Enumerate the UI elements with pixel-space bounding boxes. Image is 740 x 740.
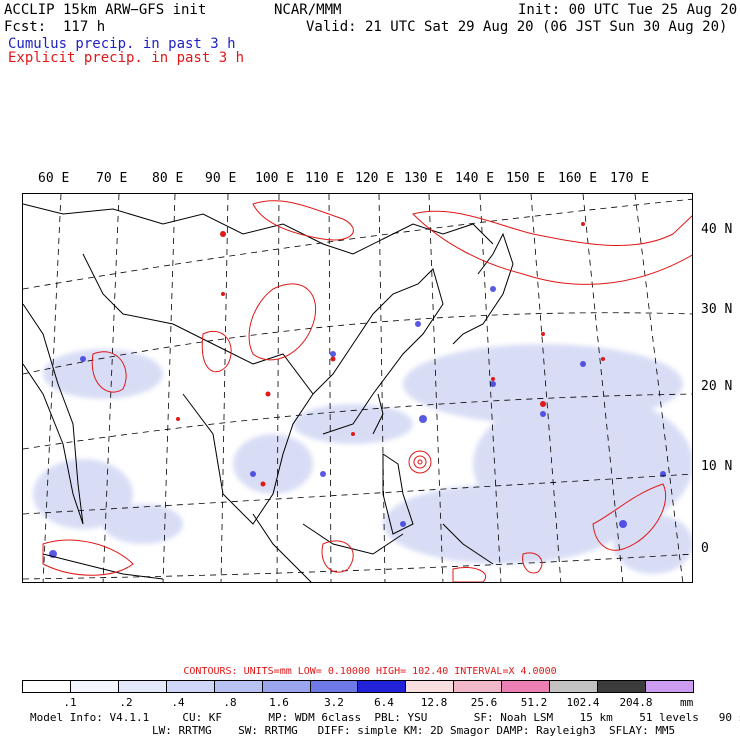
colorbar-tick: .4	[171, 696, 185, 709]
colorbar-swatch	[166, 681, 215, 692]
colorbar-swatch	[358, 681, 407, 692]
lon-label-110e: 110 E	[305, 171, 345, 186]
lat-label-10n: 10 N	[701, 459, 733, 474]
colorbar-swatch	[262, 681, 311, 692]
colorbar-swatch	[70, 681, 119, 692]
precipitation-map	[22, 193, 693, 583]
map-canvas	[23, 194, 692, 582]
colorbar-swatch	[310, 681, 359, 692]
lon-label-70e: 70 E	[96, 171, 128, 186]
lat-label-40n: 40 N	[701, 222, 733, 237]
contours-info: CONTOURS: UNITS=mm LOW= 0.10000 HIGH= 10…	[183, 666, 557, 677]
colorbar-tick: .8	[223, 696, 237, 709]
colorbar-swatch	[214, 681, 263, 692]
colorbar-tick: 3.2	[324, 696, 344, 709]
organization-label: NCAR/MMM	[274, 2, 342, 18]
precip-colorbar	[22, 680, 694, 693]
lon-label-100e: 100 E	[255, 171, 295, 186]
lon-label-90e: 90 E	[205, 171, 237, 186]
colorbar-tick: 51.2	[520, 696, 548, 709]
lat-label-20n: 20 N	[701, 379, 733, 394]
colorbar-swatch	[454, 681, 503, 692]
model-info-line1: Model Info: V4.1.1 CU: KF MP: WDM 6class…	[30, 711, 740, 724]
colorbar-tick: .2	[119, 696, 133, 709]
lat-label-0: 0	[701, 541, 709, 556]
explicit-legend: Explicit precip. in past 3 h	[8, 50, 245, 66]
colorbar-tick: 25.6	[470, 696, 498, 709]
explicit-precip-contours	[42, 200, 692, 582]
cumulus-light-precip	[33, 344, 692, 574]
lon-label-130e: 130 E	[404, 171, 444, 186]
lon-label-140e: 140 E	[455, 171, 495, 186]
coastlines	[23, 203, 514, 582]
colorbar-swatch	[598, 681, 646, 692]
valid-time: Valid: 21 UTC Sat 29 Aug 20 (06 JST Sun …	[306, 19, 728, 35]
lon-label-80e: 80 E	[152, 171, 184, 186]
init-time: Init: 00 UTC Tue 25 Aug 20	[518, 2, 738, 18]
lat-label-30n: 30 N	[701, 302, 733, 317]
cumulus-legend: Cumulus precip. in past 3 h	[8, 36, 236, 52]
model-title: ACCLIP 15km ARW−GFS init	[4, 2, 207, 18]
lon-label-60e: 60 E	[38, 171, 70, 186]
colorbar-tick: 1.6	[269, 696, 289, 709]
graticule	[23, 194, 692, 582]
lon-label-120e: 120 E	[355, 171, 395, 186]
lon-label-150e: 150 E	[506, 171, 546, 186]
lon-label-160e: 160 E	[558, 171, 598, 186]
colorbar-swatch	[645, 681, 693, 692]
explicit-precip-cells	[176, 222, 605, 487]
colorbar-swatch	[118, 681, 167, 692]
colorbar-tick: .1	[63, 696, 77, 709]
colorbar-unit: mm	[680, 696, 694, 709]
lon-label-170e: 170 E	[610, 171, 650, 186]
colorbar-swatch	[406, 681, 455, 692]
colorbar-tick: 204.8	[619, 696, 653, 709]
forecast-hour: Fcst: 117 h	[4, 19, 106, 35]
colorbar-swatch	[23, 681, 71, 692]
colorbar-swatch	[550, 681, 599, 692]
colorbar-tick: 12.8	[420, 696, 448, 709]
model-info-line2: LW: RRTMG SW: RRTMG DIFF: simple KM: 2D …	[152, 724, 676, 737]
colorbar-tick: 102.4	[566, 696, 600, 709]
colorbar-swatch	[502, 681, 551, 692]
colorbar-tick: 6.4	[374, 696, 394, 709]
